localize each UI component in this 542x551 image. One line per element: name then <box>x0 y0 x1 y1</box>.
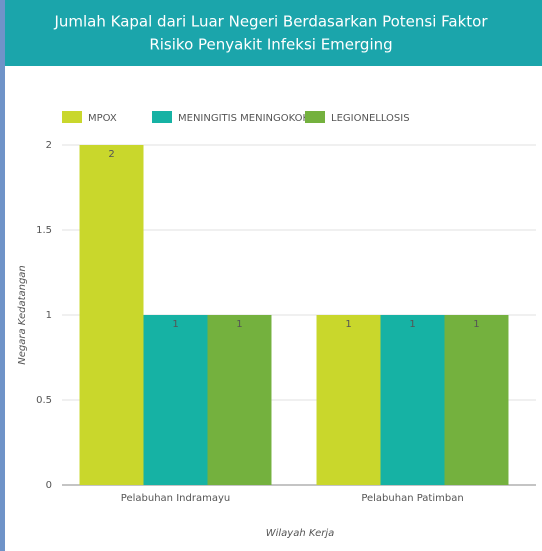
legend-swatch <box>62 111 82 123</box>
bar <box>79 145 144 485</box>
legend-swatch <box>305 111 325 123</box>
bar <box>316 315 381 485</box>
bar <box>143 315 208 485</box>
bar <box>380 315 445 485</box>
y-tick-label: 1.5 <box>36 225 52 236</box>
bar <box>207 315 272 485</box>
data-label: 2 <box>108 149 114 160</box>
chart-title: Jumlah Kapal dari Luar Negeri Berdasarka… <box>53 13 488 31</box>
legend-label: MENINGITIS MENINGOKOKUS <box>178 113 322 124</box>
legend-label: MPOX <box>88 113 117 124</box>
data-label: 1 <box>473 319 479 330</box>
y-tick-label: 2 <box>46 140 52 151</box>
data-label: 1 <box>172 319 178 330</box>
legend-label: LEGIONELLOSIS <box>331 113 410 124</box>
data-label: 1 <box>345 319 351 330</box>
x-axis-label: Wilayah Kerja <box>266 528 335 539</box>
title-banner <box>5 0 542 66</box>
y-tick-label: 0 <box>46 480 52 491</box>
x-tick-label: Pelabuhan Indramayu <box>121 493 230 504</box>
y-axis-label: Negara Kedatangan <box>17 265 28 365</box>
bar <box>444 315 509 485</box>
data-label: 1 <box>236 319 242 330</box>
y-tick-label: 1 <box>46 310 52 321</box>
chart-title: Risiko Penyakit Infeksi Emerging <box>149 36 392 54</box>
y-tick-label: 0.5 <box>36 395 52 406</box>
data-label: 1 <box>409 319 415 330</box>
legend-swatch <box>152 111 172 123</box>
x-tick-label: Pelabuhan Patimban <box>361 493 463 504</box>
left-edge <box>0 0 5 551</box>
